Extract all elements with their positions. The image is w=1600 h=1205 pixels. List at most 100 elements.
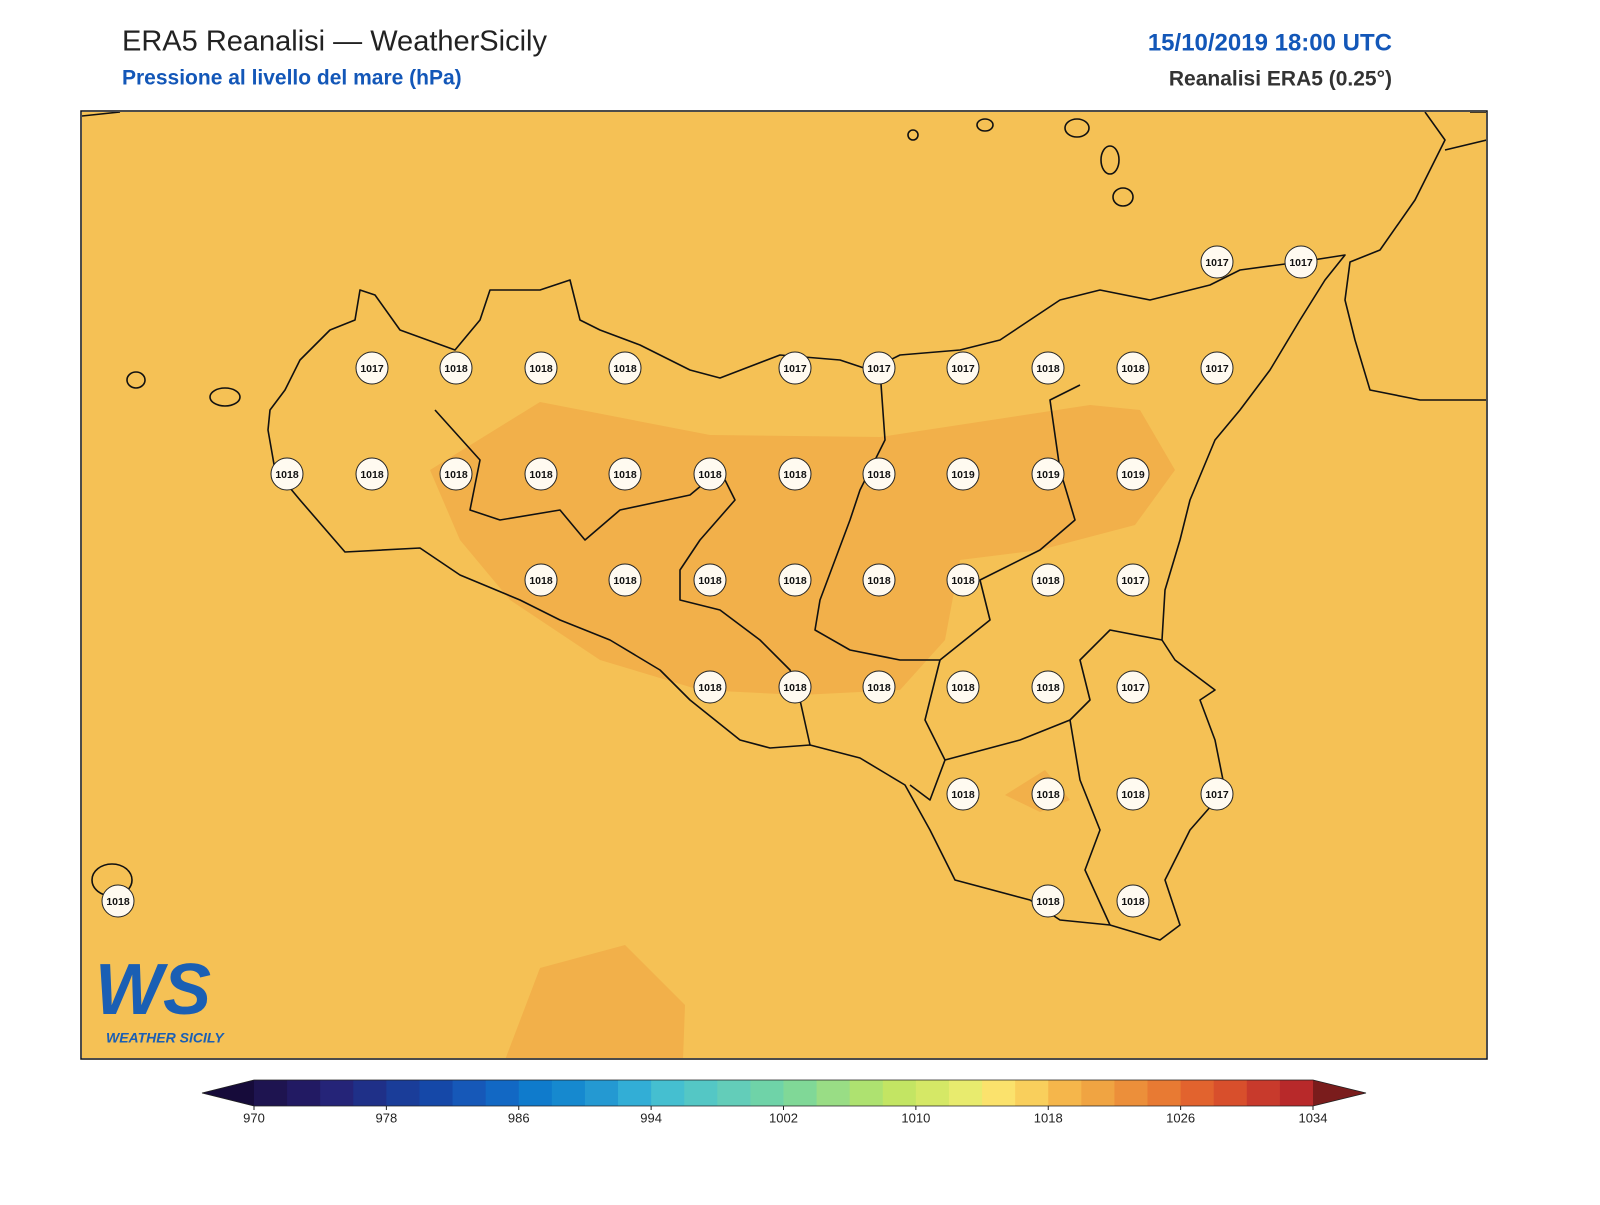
station-value: 1019 — [1036, 469, 1060, 481]
station-value: 1019 — [951, 469, 975, 481]
station-value: 1018 — [1121, 363, 1145, 375]
colorbar-cell — [1015, 1080, 1049, 1106]
station-value: 1018 — [867, 575, 891, 587]
title: ERA5 Reanalisi — WeatherSicily — [122, 26, 547, 58]
colorbar-cell — [485, 1080, 520, 1106]
colorbar-cell — [651, 1080, 685, 1106]
colorbar-tick-label: 970 — [243, 1110, 265, 1125]
station-marker — [439, 457, 473, 491]
colorbar-cell — [915, 1080, 950, 1106]
colorbar-cell — [1147, 1080, 1182, 1106]
station-value: 1018 — [1036, 682, 1060, 694]
station-marker — [608, 563, 642, 597]
colorbar-tick-label: 978 — [376, 1110, 398, 1125]
station-value: 1018 — [951, 575, 975, 587]
station-value: 1018 — [529, 575, 553, 587]
colorbar-tick-label: 994 — [640, 1110, 662, 1125]
station-value: 1018 — [698, 575, 722, 587]
station-marker — [1116, 351, 1150, 385]
station-value: 1018 — [1036, 363, 1060, 375]
station-value: 1018 — [444, 363, 468, 375]
station-value: 1018 — [1121, 789, 1145, 801]
station-value: 1018 — [1036, 575, 1060, 587]
station-marker — [1031, 884, 1065, 918]
station-marker — [946, 670, 980, 704]
station-marker — [355, 351, 389, 385]
station-value: 1017 — [360, 363, 384, 375]
station-marker — [946, 351, 980, 385]
station-marker — [1200, 351, 1234, 385]
colorbar-cell — [882, 1080, 917, 1106]
colorbar-tick-label: 1010 — [901, 1110, 930, 1125]
station-value: 1017 — [1205, 789, 1229, 801]
colorbar-tick-label: 1034 — [1299, 1110, 1328, 1125]
station-marker — [1284, 245, 1318, 279]
colorbar-tick-label: 1026 — [1166, 1110, 1195, 1125]
station-marker — [862, 563, 896, 597]
colorbar-under — [202, 1080, 254, 1106]
colorbar-cell — [717, 1080, 751, 1106]
colorbar-cell — [320, 1080, 354, 1106]
station-value: 1018 — [783, 575, 807, 587]
station-value: 1018 — [613, 469, 637, 481]
colorbar-tick-label: 1002 — [769, 1110, 798, 1125]
logo-mark: WS — [95, 950, 211, 1030]
colorbar-cell — [849, 1080, 884, 1106]
colorbar-cell — [419, 1080, 454, 1106]
colorbar-cell — [1246, 1080, 1281, 1106]
station-marker — [946, 457, 980, 491]
station-marker — [1116, 670, 1150, 704]
station-value: 1018 — [698, 469, 722, 481]
colorbar-over — [1313, 1080, 1366, 1106]
station-value: 1018 — [867, 682, 891, 694]
station-marker — [778, 563, 812, 597]
colorbar-cell — [1279, 1080, 1314, 1106]
station-marker — [778, 351, 812, 385]
station-marker — [778, 457, 812, 491]
station-value: 1017 — [1205, 257, 1229, 269]
station-marker — [1116, 884, 1150, 918]
colorbar-cell — [982, 1080, 1016, 1106]
colorbar-cell — [1048, 1080, 1082, 1106]
colorbar-cell — [452, 1080, 487, 1106]
station-value: 1017 — [951, 363, 975, 375]
station-value: 1018 — [529, 469, 553, 481]
station-marker — [693, 457, 727, 491]
colorbar: 970 978 986 994 1002 1010 1018 1026 1034 — [201, 1079, 1367, 1125]
station-value: 1018 — [783, 469, 807, 481]
station-value: 1018 — [275, 469, 299, 481]
colorbar-cell — [584, 1080, 619, 1106]
station-marker — [1116, 457, 1150, 491]
subtitle: Pressione al livello del mare (hPa) — [122, 67, 462, 90]
station-value: 1018 — [529, 363, 553, 375]
colorbar-cell — [1081, 1080, 1115, 1106]
map-frame — [80, 110, 1488, 1060]
station-marker — [101, 884, 135, 918]
station-marker — [1116, 777, 1150, 811]
station-value: 1017 — [867, 363, 891, 375]
datetime: 15/10/2019 18:00 UTC — [1148, 29, 1392, 56]
colorbar-cell — [287, 1080, 321, 1106]
station-marker — [1031, 563, 1065, 597]
colorbar-cell — [518, 1080, 553, 1106]
colorbar-tick-label: 1018 — [1034, 1110, 1063, 1125]
station-marker — [1200, 777, 1234, 811]
station-marker — [1031, 351, 1065, 385]
station-marker — [524, 563, 558, 597]
station-value: 1018 — [951, 682, 975, 694]
station-marker — [946, 563, 980, 597]
colorbar-cell — [1114, 1080, 1149, 1106]
station-value: 1018 — [1036, 896, 1060, 908]
station-value: 1017 — [1121, 682, 1145, 694]
station-value: 1018 — [106, 896, 130, 908]
stations: 1017 1017 1017 1018 1018 1018 1017 1017 1017 1018… — [101, 245, 1318, 918]
map: 1017 1017 1017 1018 1018 1018 1017 1017 1017 1018… — [82, 112, 1486, 1058]
logo-name: WEATHER SICILY — [106, 1030, 225, 1046]
station-marker — [693, 563, 727, 597]
station-value: 1019 — [1121, 469, 1145, 481]
colorbar-cell — [386, 1080, 420, 1106]
colorbar-cell — [618, 1080, 652, 1106]
station-marker — [862, 351, 896, 385]
station-marker — [524, 351, 558, 385]
station-value: 1017 — [783, 363, 807, 375]
